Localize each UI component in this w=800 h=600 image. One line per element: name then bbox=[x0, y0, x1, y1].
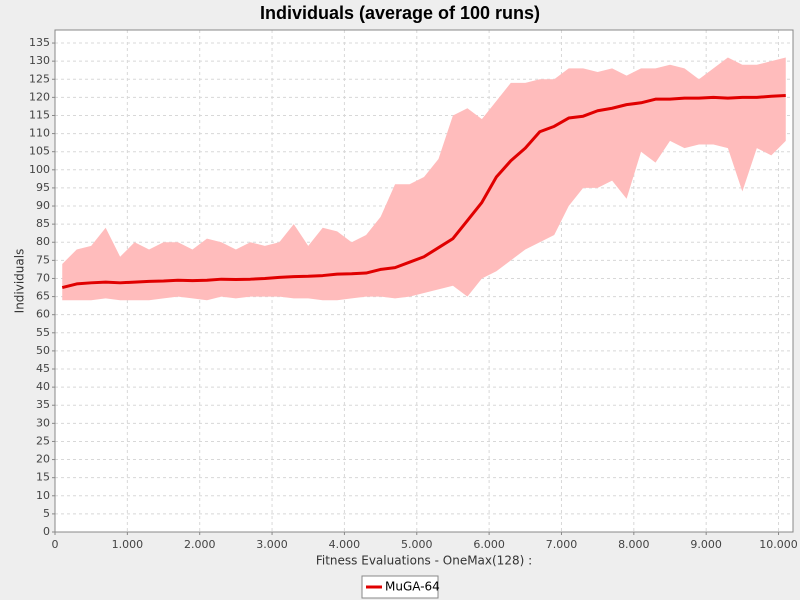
y-tick-label: 100 bbox=[29, 163, 50, 176]
y-tick-label: 0 bbox=[43, 525, 50, 538]
x-tick-label: 0 bbox=[52, 538, 59, 551]
y-tick-label: 135 bbox=[29, 36, 50, 49]
plot-layer bbox=[54, 30, 793, 533]
x-tick-label: 5.000 bbox=[401, 538, 433, 551]
y-tick-label: 55 bbox=[36, 326, 50, 339]
y-tick-label: 120 bbox=[29, 90, 50, 103]
x-tick-label: 3.000 bbox=[256, 538, 288, 551]
y-tick-label: 90 bbox=[36, 199, 50, 212]
chart-title: Individuals (average of 100 runs) bbox=[260, 3, 540, 23]
x-tick-label: 6.000 bbox=[473, 538, 505, 551]
y-tick-label: 15 bbox=[36, 471, 50, 484]
y-axis-label: Individuals bbox=[13, 249, 27, 314]
y-tick-label: 75 bbox=[36, 253, 50, 266]
legend-label: MuGA-64 bbox=[385, 580, 440, 594]
y-tick-label: 20 bbox=[36, 453, 50, 466]
y-tick-label: 95 bbox=[36, 181, 50, 194]
y-tick-label: 5 bbox=[43, 507, 50, 520]
y-tick-label: 35 bbox=[36, 398, 50, 411]
y-tick-label: 50 bbox=[36, 344, 50, 357]
y-tick-label: 105 bbox=[29, 145, 50, 158]
x-tick-label: 8.000 bbox=[618, 538, 650, 551]
y-tick-label: 125 bbox=[29, 72, 50, 85]
x-tick-label: 9.000 bbox=[690, 538, 722, 551]
y-tick-label: 25 bbox=[36, 434, 50, 447]
y-tick-label: 80 bbox=[36, 235, 50, 248]
y-tick-label: 40 bbox=[36, 380, 50, 393]
y-tick-label: 130 bbox=[29, 54, 50, 67]
series-line bbox=[61, 94, 786, 289]
x-tick-label: 10.000 bbox=[759, 538, 798, 551]
range-band bbox=[62, 57, 786, 301]
x-tick-label: 4.000 bbox=[329, 538, 361, 551]
y-tick-label: 10 bbox=[36, 489, 50, 502]
legend-box bbox=[361, 575, 439, 599]
x-tick-label: 1.000 bbox=[112, 538, 144, 551]
x-tick-label: 7.000 bbox=[546, 538, 578, 551]
y-tick-label: 30 bbox=[36, 416, 50, 429]
y-tick-label: 70 bbox=[36, 271, 50, 284]
x-tick-label: 2.000 bbox=[184, 538, 216, 551]
y-tick-label: 60 bbox=[36, 308, 50, 321]
y-tick-label: 65 bbox=[36, 290, 50, 303]
y-tick-label: 85 bbox=[36, 217, 50, 230]
y-tick-label: 115 bbox=[29, 108, 50, 121]
plot-border bbox=[54, 29, 794, 533]
y-tick-label: 45 bbox=[36, 362, 50, 375]
y-tick-label: 110 bbox=[29, 127, 50, 140]
x-axis-label: Fitness Evaluations - OneMax(128) : bbox=[316, 554, 532, 568]
